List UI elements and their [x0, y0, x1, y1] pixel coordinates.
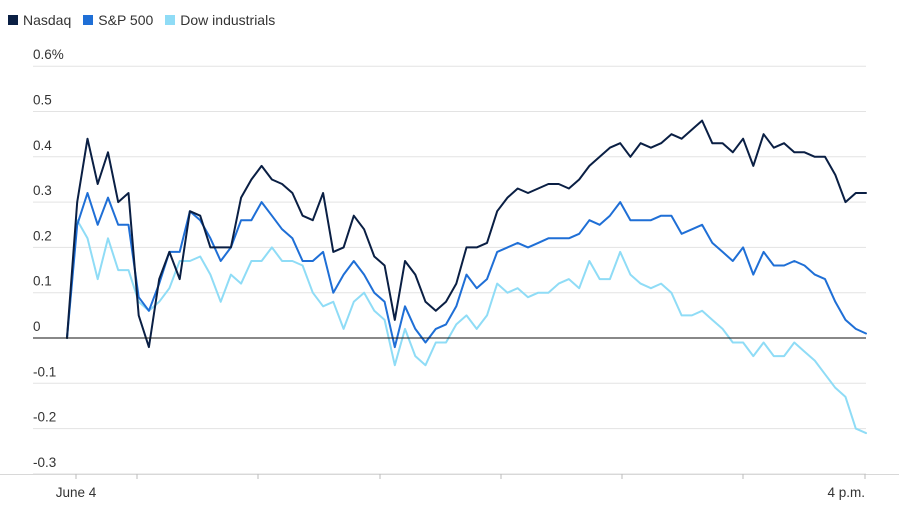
y-tick-label: 0.6% — [33, 47, 64, 62]
y-tick-label: 0.5 — [33, 93, 52, 108]
legend-item-nasdaq: Nasdaq — [8, 12, 71, 28]
legend-item-sp500: S&P 500 — [83, 12, 153, 28]
x-tick-label: June 4 — [56, 485, 97, 500]
legend: Nasdaq S&P 500 Dow industrials — [8, 12, 275, 28]
x-axis: June 4 4 p.m. — [0, 474, 899, 500]
legend-swatch-nasdaq — [8, 15, 18, 25]
y-tick-label: 0 — [33, 319, 41, 334]
y-tick-label: 0.1 — [33, 274, 52, 289]
legend-swatch-dow — [165, 15, 176, 25]
y-tick-label: -0.2 — [33, 410, 56, 425]
y-tick-label: -0.3 — [33, 455, 56, 470]
y-tick-label: 0.3 — [33, 183, 52, 198]
legend-label-dow: Dow industrials — [180, 12, 276, 28]
x-tick-label: 4 p.m. — [827, 485, 865, 500]
series-line-nasdaq — [66, 119, 867, 349]
y-tick-label: 0.2 — [33, 228, 52, 243]
legend-swatch-sp500 — [83, 15, 94, 25]
series-lines — [66, 119, 867, 435]
legend-label-sp500: S&P 500 — [98, 12, 154, 28]
series-line-s-p-500 — [66, 192, 867, 349]
y-tick-label: -0.1 — [33, 364, 56, 379]
grid-lines — [33, 65, 866, 475]
y-tick-label: 0.4 — [33, 138, 52, 153]
y-axis-tick-labels: 0.6% 0.5 0.4 0.3 0.2 0.1 0 -0.1 -0.2 -0.3 — [33, 47, 64, 470]
series-line-dow-industrials — [66, 219, 867, 435]
legend-label-nasdaq: Nasdaq — [23, 12, 72, 28]
legend-item-dow: Dow industrials — [165, 12, 275, 28]
